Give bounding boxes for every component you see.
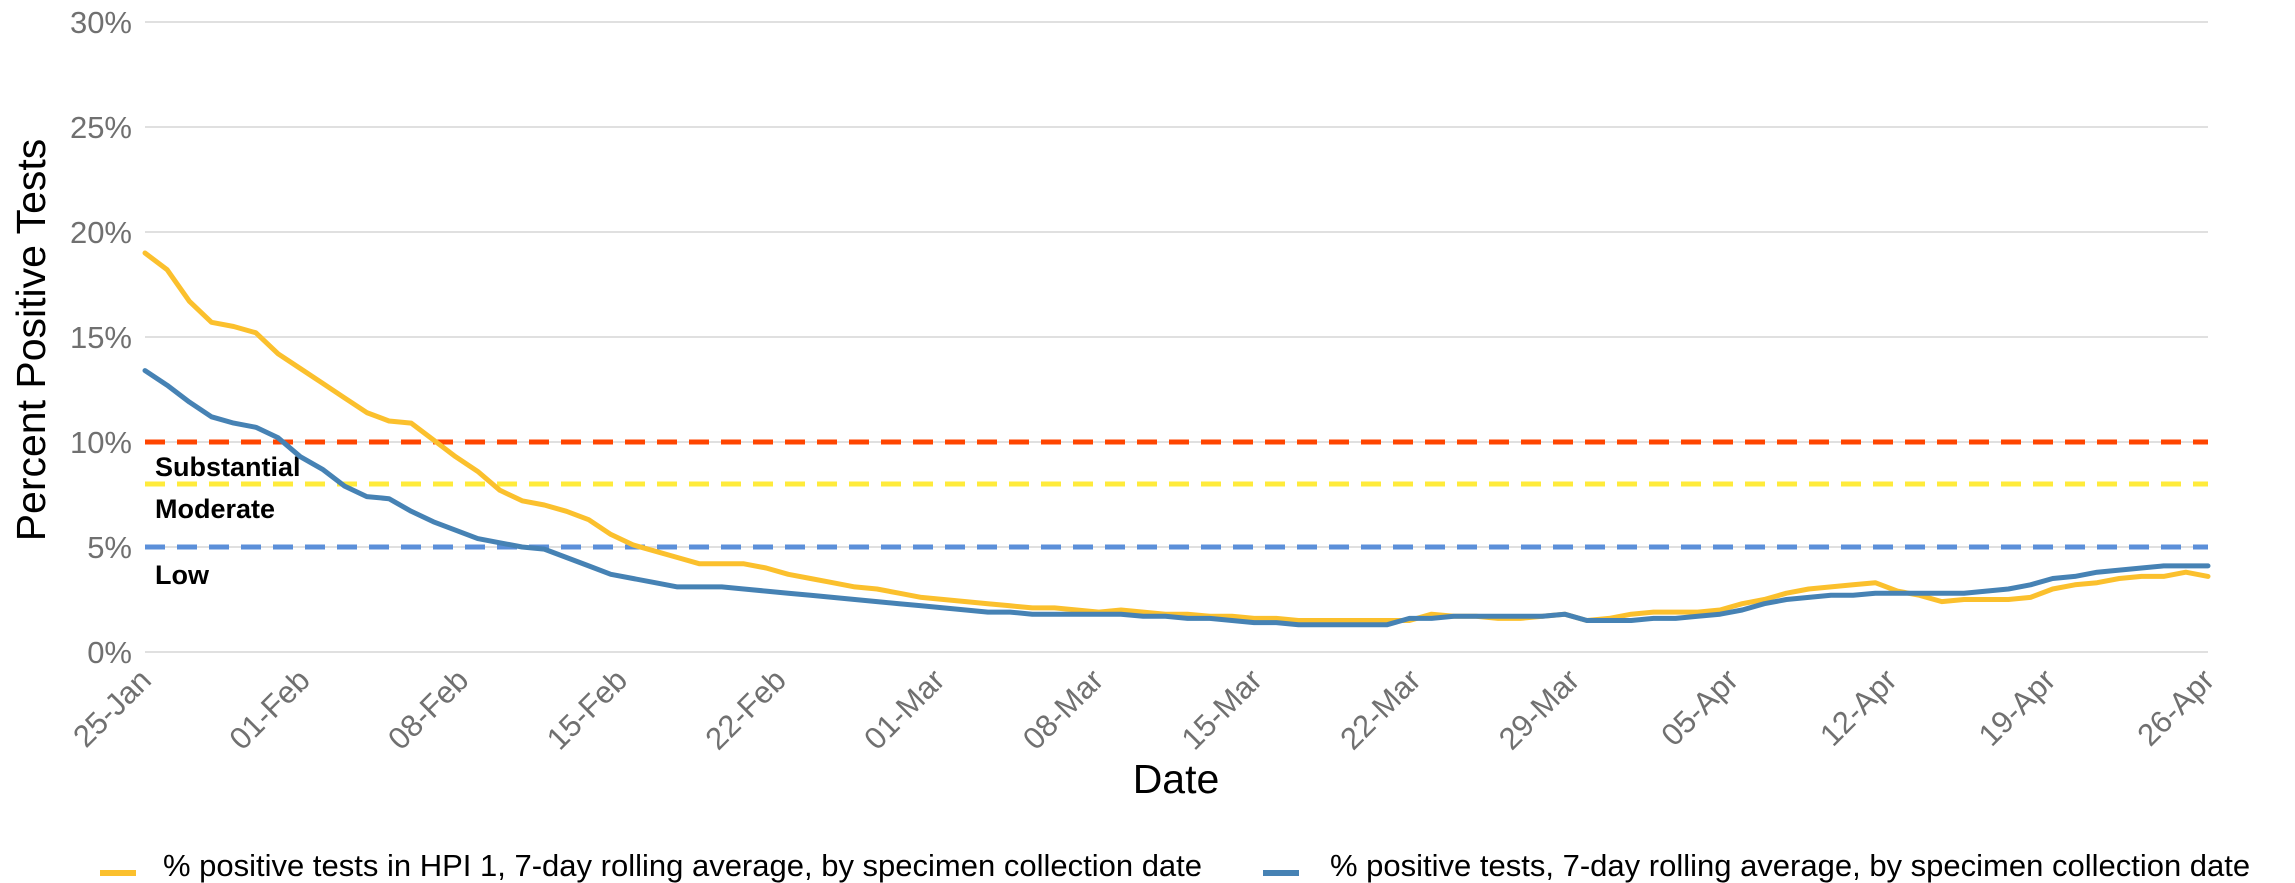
y-axis-title: Percent Positive Tests <box>8 139 54 542</box>
x-tick-label: 01-Mar <box>857 662 951 756</box>
x-tick-label: 22-Mar <box>1333 662 1427 756</box>
threshold-label: Low <box>155 560 210 590</box>
x-tick-label: 26-Apr <box>2130 662 2221 753</box>
x-tick-label: 12-Apr <box>1813 662 1904 753</box>
x-tick-label: 01-Feb <box>222 662 316 756</box>
x-tick-label: 29-Mar <box>1492 662 1586 756</box>
series-line <box>142 250 2211 623</box>
threshold-label: Substantial <box>155 452 301 482</box>
threshold-label: Moderate <box>155 494 275 524</box>
x-tick-label: 15-Feb <box>540 662 634 756</box>
y-tick-label: 15% <box>70 320 132 355</box>
x-axis-ticks: 25-Jan 01-Feb 08-Feb 15-Feb 22-Feb 01-Mar 08-M… <box>66 662 2221 756</box>
threshold-lines: Substantial Moderate Low <box>145 439 2208 590</box>
legend-label: % positive tests, 7-day rolling average,… <box>1330 848 2250 883</box>
y-tick-label: 20% <box>70 215 132 250</box>
x-tick-label: 22-Feb <box>699 662 793 756</box>
x-tick-label: 08-Mar <box>1016 662 1110 756</box>
x-tick-label: 08-Feb <box>381 662 475 756</box>
legend-label: % positive tests in HPI 1, 7-day rolling… <box>163 848 1202 883</box>
x-tick-label: 19-Apr <box>1972 662 2063 753</box>
x-tick-label: 15-Mar <box>1175 662 1269 756</box>
x-tick-label: 05-Apr <box>1654 662 1745 753</box>
x-tick-label: 25-Jan <box>66 662 158 754</box>
y-tick-label: 5% <box>87 530 132 565</box>
y-axis-ticks: 0% 5% 10% 15% 20% 25% 30% <box>70 5 132 670</box>
gridlines <box>145 21 2208 653</box>
legend: % positive tests in HPI 1, 7-day rolling… <box>100 848 2250 883</box>
y-tick-label: 10% <box>70 425 132 460</box>
data-series <box>142 250 2211 628</box>
y-tick-label: 25% <box>70 110 132 145</box>
y-tick-label: 0% <box>87 635 132 670</box>
series-line <box>142 368 2211 628</box>
x-axis-title: Date <box>1133 756 1220 802</box>
y-tick-label: 30% <box>70 5 132 40</box>
